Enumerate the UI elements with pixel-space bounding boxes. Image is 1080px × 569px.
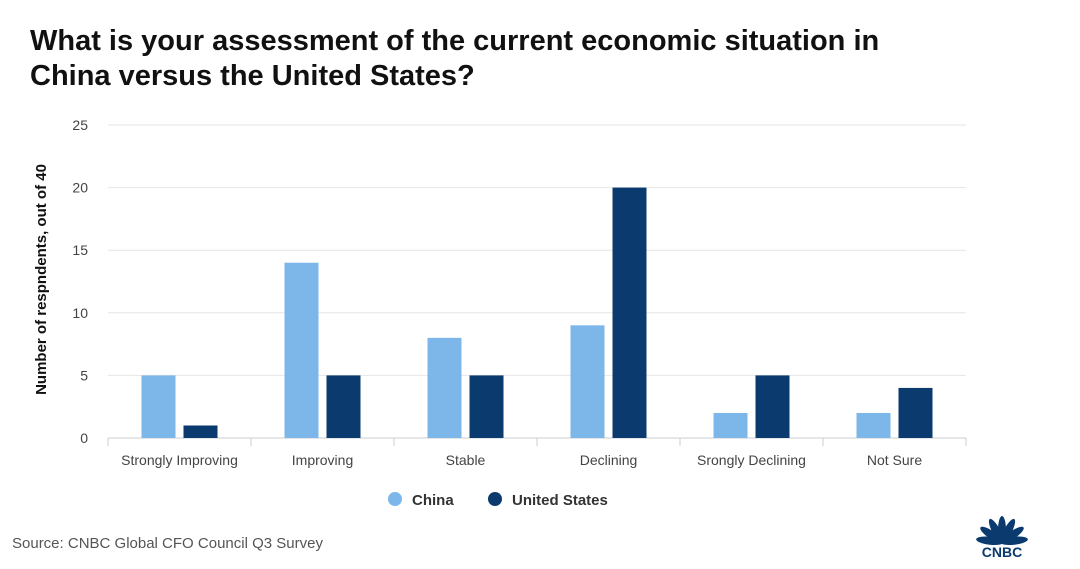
bar-united-states (755, 375, 790, 438)
bar-china (856, 412, 891, 438)
legend-label: United States (512, 492, 608, 509)
bar-united-states (612, 187, 647, 438)
x-tick-label: Declining (580, 452, 638, 468)
x-tick-label: Strongly Improving (121, 452, 238, 468)
bar-china (570, 325, 605, 438)
chart-title-line-1: What is your assessment of the current e… (30, 25, 880, 57)
y-tick-label: 0 (80, 430, 88, 446)
source-note: Source: CNBC Global CFO Council Q3 Surve… (12, 535, 323, 552)
x-tick-label: Stable (446, 452, 486, 468)
y-axis-label: Number of respndents, out of 40 (33, 164, 50, 395)
bar-united-states (898, 387, 933, 438)
chart-title-line-2: China versus the United States? (30, 60, 475, 92)
bar-china (141, 375, 176, 438)
bar-china (713, 412, 748, 438)
cnbc-logo: CNBC (976, 516, 1028, 560)
bar-china (284, 262, 319, 438)
bar-china (427, 337, 462, 438)
bar-united-states (183, 425, 218, 438)
bar-united-states (326, 375, 361, 438)
bar-chart: 0 5 10 15 20 25 Strongly Improving Improving Sta… (33, 117, 967, 509)
y-tick-label: 25 (72, 117, 88, 133)
legend-marker (388, 492, 402, 506)
y-tick-label: 20 (72, 180, 88, 196)
logo-text: CNBC (982, 544, 1022, 560)
bar-united-states (469, 375, 504, 438)
x-tick-label: Improving (292, 452, 353, 468)
chart-title: What is your assessment of the current e… (30, 24, 1030, 94)
x-tick-label: Srongly Declining (697, 452, 806, 468)
x-tick-label: Not Sure (867, 452, 922, 468)
y-tick-label: 15 (72, 242, 88, 258)
legend-marker (488, 492, 502, 506)
y-tick-label: 10 (72, 305, 88, 321)
peacock-icon (976, 516, 1028, 545)
y-tick-label: 5 (80, 367, 88, 383)
legend-label: China (412, 492, 454, 509)
